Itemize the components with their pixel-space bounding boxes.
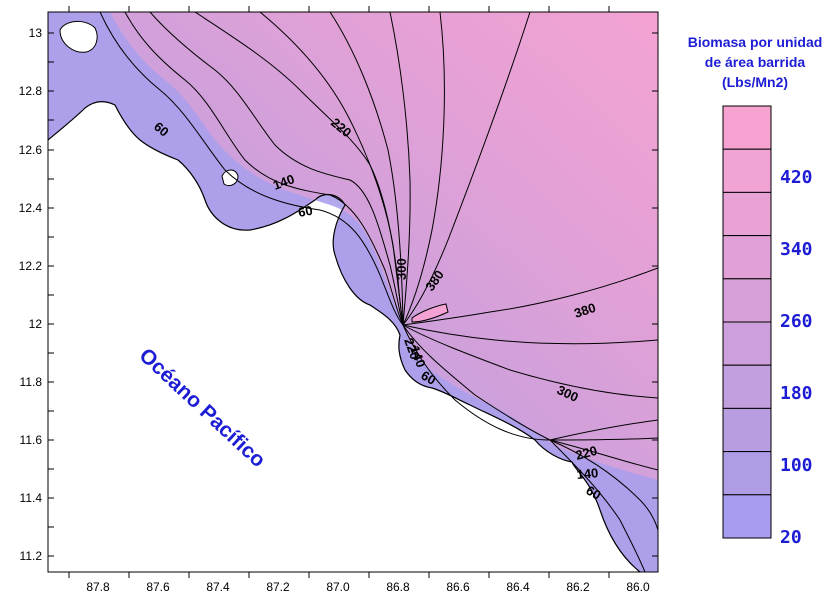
legend: Biomasa por unidad de área barrida (Lbs/… (688, 34, 823, 548)
contour-line (549, 439, 658, 471)
contour-line (402, 267, 658, 326)
legend-value: 20 (780, 527, 802, 548)
contour-line (402, 324, 658, 345)
contour-line (549, 439, 658, 531)
contour-line (549, 439, 646, 572)
legend-band (722, 451, 772, 496)
x-tick-marks (68, 6, 610, 578)
legend-band (722, 364, 772, 409)
y-tick-label: 12.2 (19, 259, 43, 273)
contour-label: 60 (419, 368, 439, 388)
x-tick-label: 86.4 (506, 580, 530, 594)
legend-value: 180 (780, 383, 813, 404)
legend-band (722, 407, 772, 453)
island-coastal (411, 303, 449, 323)
legend-band (722, 494, 772, 539)
contour-label: 300 (394, 258, 409, 280)
contour-line (402, 324, 551, 441)
island-central (221, 169, 239, 187)
x-tick-label: 86.6 (446, 580, 470, 594)
y-tick-label: 12 (29, 317, 43, 331)
legend-value: 260 (780, 311, 813, 332)
contour-line (549, 419, 658, 441)
contour-field: 60 220 140 60 300 380 380 220 140 60 300… (48, 12, 658, 572)
contour-line (329, 12, 404, 326)
x-tick-labels: 87.8 87.6 87.4 87.2 87.0 86.8 86.6 86.4 … (86, 580, 650, 594)
x-tick-label: 86.0 (626, 580, 650, 594)
legend-band (722, 191, 772, 237)
contour-label: 60 (584, 483, 604, 503)
x-tick-label: 87.4 (206, 580, 230, 594)
contour-label-group: 60 220 140 60 300 380 380 220 140 60 300… (151, 115, 603, 503)
legend-title-line: Biomasa por unidad (688, 34, 823, 50)
legend-value: 420 (780, 167, 813, 188)
contour-line (149, 12, 404, 326)
contour-line (389, 12, 411, 326)
legend-value: 100 (780, 455, 813, 476)
x-tick-label: 87.8 (86, 580, 110, 594)
legend-title-line: de área barrida (705, 54, 806, 70)
legend-title-line: (Lbs/Mn2) (722, 74, 788, 90)
x-tick-label: 86.2 (566, 580, 590, 594)
contour-line (402, 324, 658, 399)
contour-label: 380 (572, 300, 597, 321)
y-tick-marks (48, 32, 658, 557)
map-plot-area: 60 220 140 60 300 380 380 220 140 60 300… (19, 6, 659, 594)
island-north (59, 21, 98, 53)
contour-label: 140 (576, 465, 599, 482)
y-tick-labels: 13 12.8 12.6 12.4 12.2 12 11.8 11.6 11.4… (19, 26, 43, 563)
contour-line (549, 437, 658, 441)
contour-line (402, 324, 551, 441)
contour-label: 60 (297, 203, 314, 220)
contour-line (259, 12, 404, 326)
x-tick-label: 87.2 (266, 580, 290, 594)
y-tick-label: 13 (29, 26, 43, 40)
legend-band (722, 105, 772, 150)
legend-band (722, 278, 772, 323)
coastline (48, 101, 641, 572)
y-tick-label: 11.6 (20, 433, 43, 447)
plot-frame (47, 11, 659, 573)
legend-band (722, 235, 772, 280)
legend-color-bar (722, 105, 772, 539)
y-tick-label: 12.6 (19, 143, 43, 157)
x-tick-label: 87.6 (146, 580, 170, 594)
contour-line (402, 12, 531, 326)
y-tick-label: 11.4 (20, 491, 43, 505)
legend-band (722, 148, 772, 193)
contour-lines (48, 12, 658, 572)
legend-band (722, 321, 772, 366)
contour-line (124, 12, 404, 326)
legend-value: 340 (780, 239, 813, 260)
contour-line (99, 12, 404, 326)
x-tick-label: 87.0 (326, 580, 350, 594)
x-tick-label: 86.8 (386, 580, 410, 594)
contour-label: 220 (401, 336, 423, 362)
y-tick-label: 11.8 (20, 375, 43, 389)
contour-label: 220 (574, 443, 599, 463)
contour-label: 140 (407, 344, 429, 370)
y-tick-label: 12.4 (19, 201, 43, 215)
y-tick-label: 11.2 (20, 549, 43, 563)
contour-line (402, 12, 445, 326)
contour-label: 140 (271, 171, 297, 193)
y-tick-label: 12.8 (19, 84, 43, 98)
